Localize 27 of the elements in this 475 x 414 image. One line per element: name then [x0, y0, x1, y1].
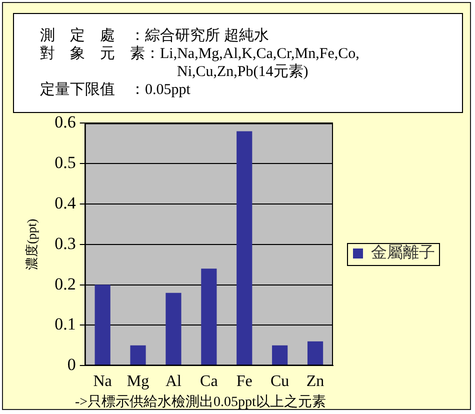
y-tick-label: 0 [67, 355, 76, 374]
bar [166, 292, 182, 366]
bar [94, 284, 110, 366]
x-tick-label: Cu [270, 373, 290, 390]
text: 定量下限值 ：0.05ppt [40, 81, 192, 99]
y-tick-label: 0.2 [54, 274, 76, 294]
bar [130, 345, 146, 366]
text: 對 象 元 素：Li,Na,Mg,Al,K,Ca,Cr,Mn,Fe,Co,Ni,Cu,Zn,Pb(14元素) [40, 45, 360, 81]
x-tick-label: Ca [200, 373, 218, 390]
x-tick-label: Fe [236, 373, 252, 390]
y-axis-title: 濃度(ppt) [24, 218, 40, 270]
y-tick-label: 0.5 [54, 153, 76, 172]
x-tick-label: Mg [126, 373, 150, 390]
y-tick-label: 0.1 [54, 314, 76, 334]
y-tick-label: 0.6 [54, 112, 76, 132]
bar [307, 341, 324, 366]
text: ->只標示供給水檢測出0.05ppt以上之元素 [75, 395, 326, 410]
bar [236, 131, 252, 366]
text: 測 定 處 ：綜合研究所 超純水 [40, 27, 270, 45]
y-tick-label: 0.3 [54, 234, 76, 253]
bar [272, 345, 288, 366]
x-tick-label: Na [93, 373, 112, 390]
x-tick-label: Zn [306, 373, 324, 390]
bar [201, 268, 217, 366]
legend-label: 金屬離子 [371, 242, 435, 262]
x-tick-label: Al [165, 373, 182, 390]
y-tick-label: 0.4 [54, 193, 76, 212]
